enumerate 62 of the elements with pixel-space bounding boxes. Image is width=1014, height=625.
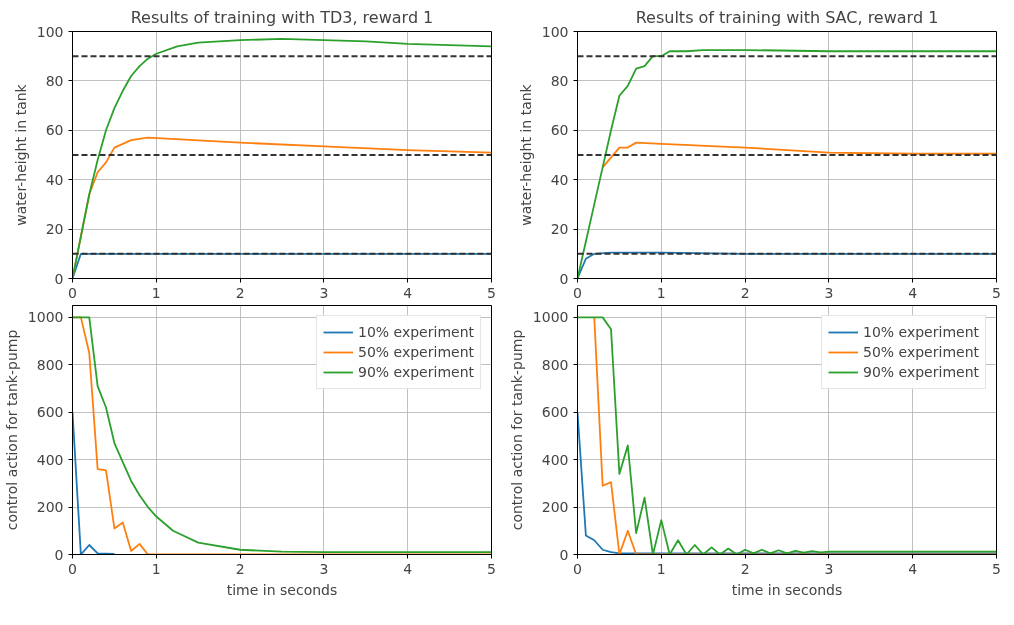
x-tick-label: 3 — [319, 560, 329, 577]
y-tick-label: 800 — [541, 356, 569, 373]
y-tick-label: 400 — [36, 451, 64, 468]
x-tick-label: 1 — [151, 560, 161, 577]
y-tick-label: 200 — [36, 499, 64, 516]
x-tick-label: 1 — [656, 284, 666, 301]
x-tick-label: 0 — [573, 284, 582, 301]
x-tick-label: 2 — [235, 284, 245, 301]
x-tick-label: 5 — [487, 284, 496, 301]
x-tick-label: 1 — [656, 560, 666, 577]
x-tick-label: 4 — [403, 284, 413, 301]
chart-title: Results of training with TD3, reward 1 — [130, 7, 434, 27]
x-tick-label: 2 — [740, 560, 750, 577]
y-tick-label: 60 — [550, 122, 569, 139]
x-tick-label: 2 — [740, 284, 750, 301]
y-tick-label: 100 — [541, 23, 569, 40]
y-axis-title: control action for tank-pump — [3, 329, 20, 531]
x-tick-label: 3 — [319, 284, 329, 301]
y-tick-label: 200 — [541, 499, 569, 516]
x-tick-label: 5 — [487, 560, 496, 577]
x-tick-label: 4 — [908, 560, 918, 577]
x-axis-title: time in seconds — [731, 581, 843, 598]
x-tick-label: 0 — [68, 560, 77, 577]
y-tick-label: 1000 — [27, 309, 64, 326]
x-tick-label: 2 — [235, 560, 245, 577]
y-tick-label: 0 — [54, 270, 64, 287]
y-tick-label: 400 — [541, 451, 569, 468]
y-tick-label: 0 — [54, 546, 64, 563]
y-tick-label: 0 — [559, 546, 569, 563]
x-tick-label: 0 — [573, 560, 582, 577]
x-tick-label: 3 — [824, 284, 834, 301]
y-axis-title: water-height in tank — [517, 83, 534, 226]
y-tick-label: 1000 — [532, 309, 569, 326]
y-tick-label: 20 — [550, 221, 569, 238]
x-tick-label: 5 — [992, 284, 1001, 301]
chart-title: Results of training with SAC, reward 1 — [635, 7, 939, 27]
y-tick-label: 20 — [45, 221, 64, 238]
y-tick-label: 40 — [550, 171, 569, 188]
x-tick-label: 0 — [68, 284, 77, 301]
y-tick-label: 80 — [45, 72, 64, 89]
legend-label: 90% experiment — [358, 364, 474, 380]
x-tick-label: 1 — [151, 284, 161, 301]
x-tick-label: 5 — [992, 560, 1001, 577]
x-axis-title: time in seconds — [226, 581, 338, 598]
y-tick-label: 40 — [45, 171, 64, 188]
y-tick-label: 800 — [36, 356, 64, 373]
legend-label: 90% experiment — [863, 364, 979, 380]
y-axis-title: control action for tank-pump — [508, 329, 525, 531]
x-tick-label: 4 — [908, 284, 918, 301]
x-tick-label: 3 — [824, 560, 834, 577]
legend-label: 50% experiment — [863, 344, 979, 360]
y-tick-label: 100 — [36, 23, 64, 40]
y-tick-label: 80 — [550, 72, 569, 89]
x-tick-label: 4 — [403, 560, 413, 577]
legend-label: 10% experiment — [358, 324, 474, 340]
legend-label: 10% experiment — [863, 324, 979, 340]
y-tick-label: 60 — [45, 122, 64, 139]
y-tick-label: 0 — [559, 270, 569, 287]
y-axis-title: water-height in tank — [12, 83, 29, 226]
legend-label: 50% experiment — [358, 344, 474, 360]
y-tick-label: 600 — [541, 404, 569, 421]
y-tick-label: 600 — [36, 404, 64, 421]
